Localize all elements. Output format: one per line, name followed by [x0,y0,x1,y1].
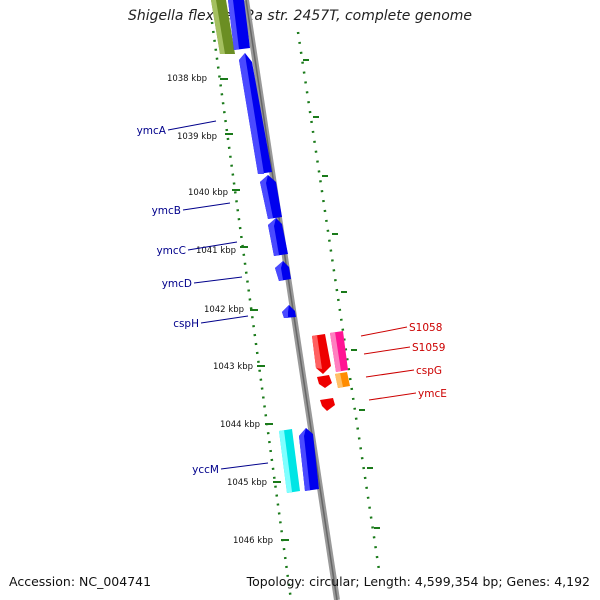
gene-ymcC[interactable] [268,218,288,256]
ruler-label-1039: 1039 kbp [177,132,217,142]
left-major-ticks [220,78,289,541]
ruler-label-1038: 1038 kbp [167,74,207,84]
ruler-label-1043: 1043 kbp [213,362,253,372]
right-ruler-line [296,31,381,571]
gene-S1058[interactable] [312,334,331,374]
accession-text: Accession: NC_004741 [9,574,152,589]
ruler-label-1045: 1045 kbp [227,478,267,488]
label-S1059[interactable]: S1059 [412,342,445,354]
right-major-ticks [303,59,380,529]
label-cspG[interactable]: cspG [416,365,442,377]
label-ymcE[interactable]: ymcE [418,388,447,400]
label-ymcD[interactable]: ymcD [162,278,192,290]
left-ruler-line [210,21,293,600]
label-ymcC[interactable]: ymcC [156,245,186,257]
ruler-label-1041: 1041 kbp [196,246,236,256]
gene-ymcD[interactable] [275,261,291,281]
genome-summary-text: Topology: circular; Length: 4,599,354 bp… [246,574,590,589]
olive-feature[interactable] [211,0,235,54]
ruler-label-1046: 1046 kbp [233,536,273,546]
gene-ymcA[interactable] [239,53,272,174]
gene-S1059[interactable] [330,331,348,372]
gene-ymcB[interactable] [260,175,282,219]
ruler-label-1040: 1040 kbp [188,188,228,198]
ruler-label-1044: 1044 kbp [220,420,260,430]
gene-top-blue[interactable] [228,0,250,50]
ruler-label-1042: 1042 kbp [204,305,244,315]
label-ymcA[interactable]: ymcA [137,125,167,137]
gene-cspG[interactable] [335,372,350,388]
gene-yccM[interactable] [279,429,300,493]
label-ymcB[interactable]: ymcB [152,205,181,217]
label-yccM[interactable]: yccM [192,464,219,476]
label-cspH[interactable]: cspH [173,318,199,330]
gene-cspH[interactable] [282,305,296,318]
gene-red-small[interactable] [317,375,332,388]
genome-backbone-core [245,0,338,600]
gene-ymcE[interactable] [320,398,335,411]
label-S1058[interactable]: S1058 [409,322,442,334]
gene-blue-near-yccM[interactable] [299,428,319,491]
